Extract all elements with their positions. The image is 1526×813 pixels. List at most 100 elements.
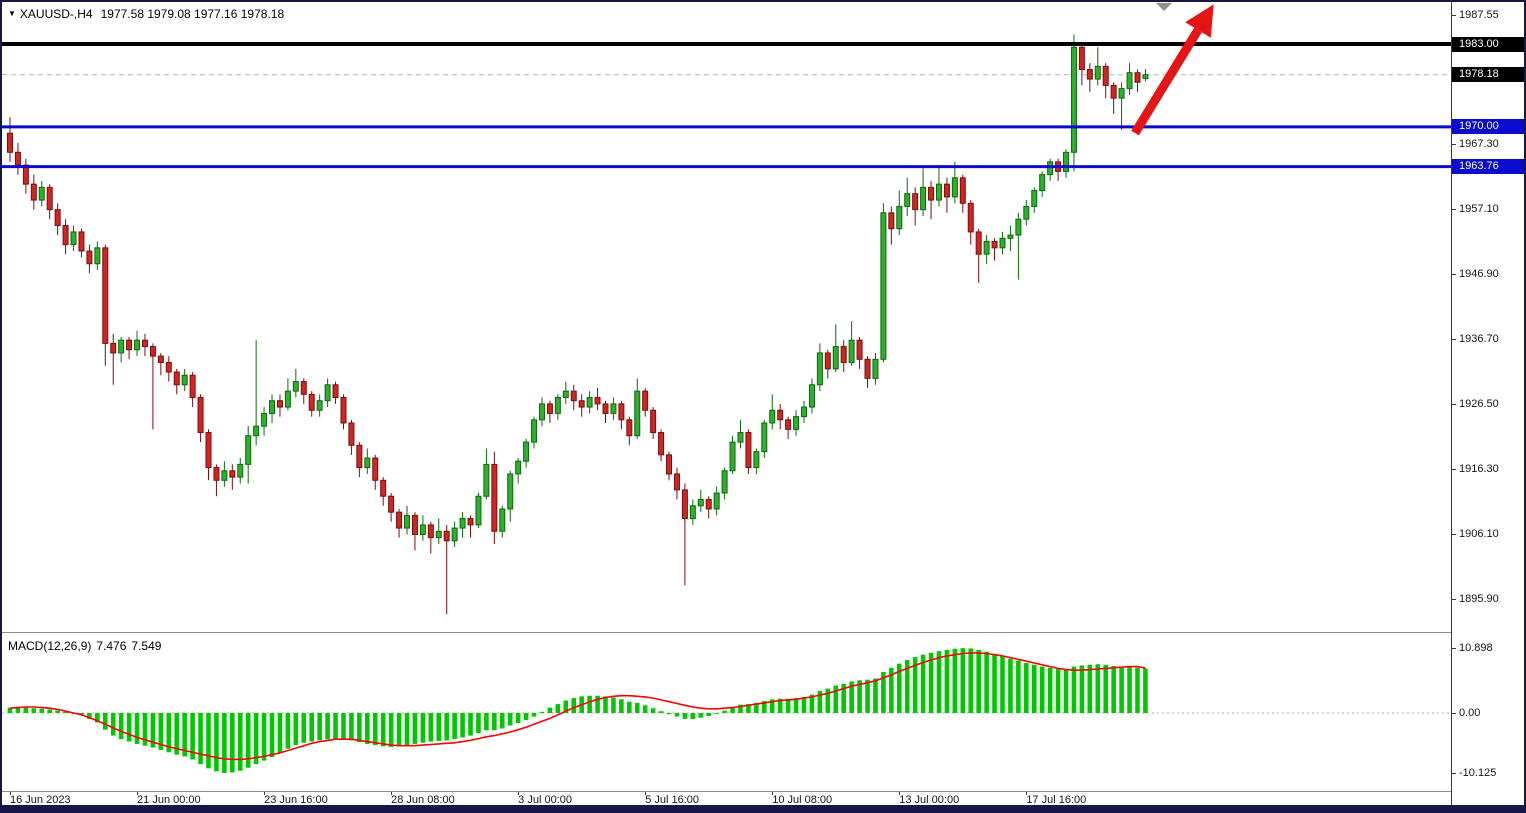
macd-histogram-bar: [904, 660, 910, 713]
macd-histogram-bar: [817, 690, 823, 713]
macd-histogram-bar: [317, 713, 322, 741]
candle-body: [745, 432, 752, 469]
macd-histogram-bar: [237, 713, 243, 771]
pane-divider[interactable]: [2, 632, 1451, 636]
candle-body: [356, 444, 363, 469]
price-pane[interactable]: ▼ XAUUSD-,H4 1977.58 1979.08 1977.16 1978.…: [2, 2, 1451, 632]
macd-histogram-bar: [1095, 664, 1101, 713]
macd-histogram-bar: [452, 713, 457, 740]
candle-body: [245, 435, 252, 465]
candle-body: [642, 390, 649, 411]
candle-body: [618, 403, 625, 421]
candle-body: [658, 432, 665, 456]
price-axis[interactable]: 1987.55 1967.30 1957.10 1946.90 1936.70 1926.…: [1451, 2, 1524, 805]
candle-body: [928, 186, 935, 201]
candle-body: [86, 250, 93, 265]
candle-body: [292, 381, 299, 392]
macd-histogram-bar: [63, 711, 68, 713]
candle-body: [610, 403, 617, 414]
symbol-timeframe: XAUUSD-,H4: [19, 7, 93, 21]
candle-body: [816, 352, 823, 386]
macd-histogram-bar: [365, 713, 370, 744]
macd-histogram-bar: [285, 713, 291, 749]
macd-histogram-bar: [587, 695, 592, 713]
candle-body: [602, 403, 609, 414]
candle-body: [801, 406, 807, 418]
candle-body: [967, 202, 974, 233]
macd-histogram-bar: [158, 713, 164, 750]
candle-body: [340, 397, 347, 424]
macd-histogram-bar: [762, 701, 767, 713]
candle-body: [626, 419, 633, 437]
candle-body: [523, 441, 530, 462]
macd-histogram-bar: [785, 698, 791, 713]
main-chart[interactable]: [2, 2, 1451, 632]
macd-axis-label: 0.00: [1452, 706, 1524, 720]
candle-body: [840, 346, 847, 363]
candle-body: [1063, 151, 1070, 172]
macd-histogram-bar: [222, 713, 227, 774]
macd-histogram-bar: [1031, 664, 1037, 713]
chart-shift-marker-icon[interactable]: [1156, 3, 1172, 11]
candle-body: [62, 225, 69, 246]
macd-histogram-bar: [1024, 663, 1029, 713]
macd-histogram-bar: [404, 713, 410, 746]
trend-arrow-shaft[interactable]: [1131, 27, 1202, 136]
candle-body: [634, 390, 641, 437]
macd-histogram-bar: [1055, 668, 1061, 713]
macd-histogram-bar: [230, 713, 235, 773]
macd-histogram-bar: [920, 654, 926, 713]
macd-histogram-bar: [110, 713, 116, 736]
price-axis-label: 1926.50: [1452, 397, 1524, 411]
candle-body: [721, 470, 728, 494]
candle-body: [7, 132, 13, 153]
macd-histogram-bar: [325, 713, 330, 740]
macd-histogram-bar: [952, 648, 958, 713]
candle-body: [475, 495, 482, 526]
macd-histogram-bar: [134, 713, 140, 744]
macd-histogram-bar: [1016, 660, 1021, 713]
macd-histogram-bar: [849, 681, 854, 713]
macd-histogram-bar: [515, 713, 521, 724]
trend-arrow-head[interactable]: [1185, 4, 1214, 38]
macd-histogram-bar: [31, 708, 37, 713]
price-axis-label: 1967.30: [1452, 137, 1524, 151]
time-axis-label: 16 Jun 2023: [10, 794, 71, 805]
candle-body: [467, 518, 474, 526]
macd-histogram-bar: [420, 713, 426, 743]
macd-pane[interactable]: MACD(12,26,9) 7.476 7.549: [2, 636, 1451, 791]
candle-body: [30, 183, 37, 201]
macd-histogram-bar: [825, 688, 831, 713]
macd-histogram-bar: [468, 713, 473, 736]
candle-body: [975, 231, 982, 255]
time-axis-label: 21 Jun 00:00: [137, 794, 201, 805]
macd-histogram-bar: [166, 713, 172, 753]
price-axis-label: 1987.55: [1452, 8, 1524, 22]
time-axis-tick: [264, 792, 266, 795]
price-axis-label: 1957.10: [1452, 202, 1524, 216]
macd-chart[interactable]: [2, 636, 1451, 791]
macd-histogram-bar: [261, 713, 267, 761]
candle-body: [300, 381, 307, 395]
macd-histogram-bar: [1071, 666, 1077, 713]
candle-body: [1110, 84, 1117, 99]
price-level-badge: 1970.00: [1452, 119, 1524, 135]
macd-histogram-bar: [126, 713, 132, 742]
macd-histogram-bar: [1008, 658, 1013, 713]
macd-histogram-bar: [746, 704, 751, 713]
macd-histogram-bar: [603, 696, 608, 713]
macd-histogram-bar: [1119, 666, 1124, 713]
candle-body: [443, 530, 450, 542]
macd-histogram-bar: [769, 699, 775, 713]
macd-histogram-bar: [190, 713, 195, 760]
candle-body: [864, 358, 871, 379]
candle-body: [951, 177, 958, 198]
macd-histogram-bar: [1047, 667, 1053, 713]
candle-body: [388, 495, 395, 513]
time-axis[interactable]: 16 Jun 2023 21 Jun 00:00 23 Jun 16:00 28 Ju…: [2, 791, 1451, 805]
candle-body: [102, 247, 109, 344]
price-axis-label: 1936.70: [1452, 332, 1524, 346]
collapse-arrow-icon[interactable]: ▼: [8, 9, 16, 18]
candle-body: [888, 212, 895, 230]
macd-histogram-bar: [595, 695, 600, 713]
